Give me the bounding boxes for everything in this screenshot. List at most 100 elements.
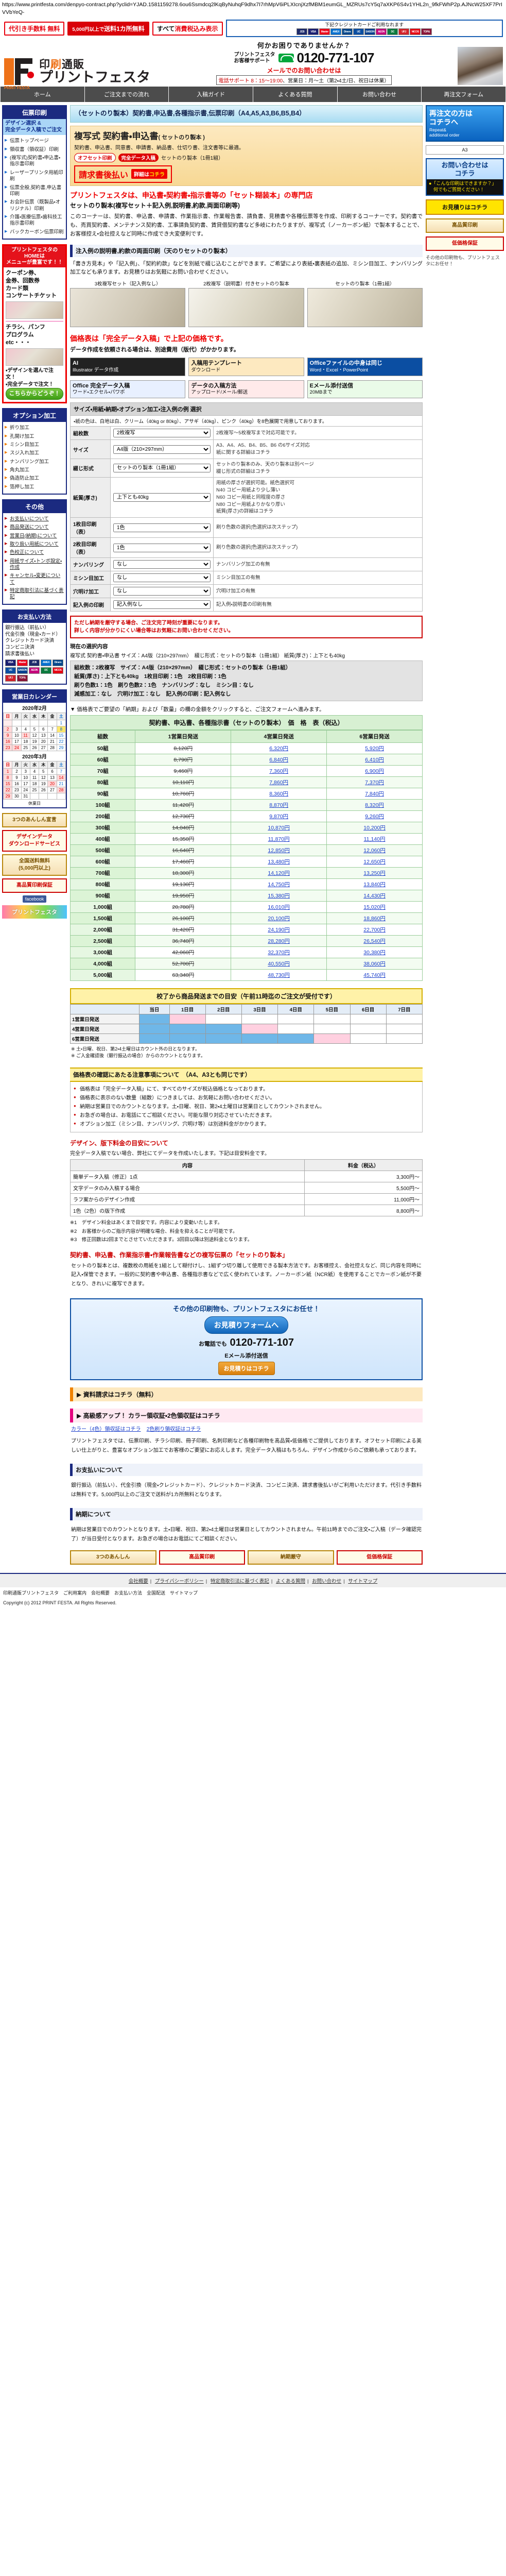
price-d6-17[interactable]: 26,540円 [326,935,423,947]
price-d4-9[interactable]: 12,850円 [231,844,327,857]
cta-quote-btn[interactable]: お見積りはコチラ [218,1362,275,1376]
footer-link-1[interactable]: プライバシーポリシー [154,1579,204,1585]
nav-item-contact[interactable]: お問い合わせ [338,87,422,103]
price-d6-14[interactable]: 15,020円 [326,901,423,913]
banner-office-files[interactable]: Officeファイルの中身は同じ Word・Excel・PowerPoint [307,358,423,376]
banner-email-attach[interactable]: Eメール添付送信 20MBまで [307,380,423,399]
nav-item-submission-guide[interactable]: 入稿ガイド [169,87,254,103]
price-d6-3[interactable]: 7,370円 [326,776,423,789]
sidebar-option-perforation[interactable]: ミシン目加工 [5,441,64,449]
sidebar-other-proofing[interactable]: 色校正について [5,549,64,557]
price-d4-19[interactable]: 40,550円 [231,958,327,970]
price-d4-1[interactable]: 6,840円 [231,754,327,766]
sidebar-other-businessdays[interactable]: 営業日(納期)について [5,532,64,540]
spec-row-control-5[interactable]: 1色2色4色（カラー） [110,537,214,558]
sidebar-other-payment[interactable]: お支払いについて [5,515,64,523]
price-d6-8[interactable]: 11,140円 [326,833,423,845]
footer-link-2[interactable]: 特定商取引法に基づく表記 [210,1579,269,1585]
price-d4-20[interactable]: 48,730円 [231,969,327,981]
price-d4-6[interactable]: 9,870円 [231,810,327,823]
spec-select-7[interactable]: なし1本2本 [113,573,211,583]
spec-select-3[interactable]: 上下とも40kg上下とも60kg上下とも80kg [113,493,211,502]
price-d4-18[interactable]: 32,370円 [231,946,327,959]
banner-submission-method[interactable]: データの入稿方法 アップロード/メール/郵送 [188,380,304,399]
price-d4-12[interactable]: 14,750円 [231,878,327,891]
price-d6-19[interactable]: 38,060円 [326,958,423,970]
sidebar-home-promo[interactable]: プリントフェスタの HOMEは メニューが豊富です！！ クーポン券、 金券、回数… [2,244,67,404]
site-logo[interactable]: PRINT FESTA 印刷通販 プリントフェスタ [4,58,150,90]
price-d4-17[interactable]: 28,280円 [231,935,327,947]
spec-row-control-0[interactable]: 2枚複写3枚複写4枚複写5枚複写 [110,426,214,440]
banner-office-data[interactable]: Office 完全データ入稿 ワード・エクセル・パワポ [70,380,186,399]
trust-banner-2[interactable]: 全国送料無料 (5,000円以上) [2,854,67,876]
sidebar-option-anticounterfeit[interactable]: 偽造防止加工 [5,474,64,483]
footer-link-4[interactable]: お問い合わせ [312,1579,342,1585]
support-mail-text[interactable]: メールでのお問い合わせは [267,67,341,75]
spec-row-control-1[interactable]: A3版（297×420mm）A4版（210×297mm）A5版（148×210m… [110,439,214,459]
sidebar-item-receipt[interactable]: 領収書（領収証）印刷 [5,146,64,154]
spec-row-control-9[interactable]: 記入例なし記入例あり [110,598,214,612]
payment-method-invoice[interactable]: 請求書後払い [5,651,35,657]
banner-template[interactable]: 入稿用テンプレート ダウンロード [188,358,304,376]
price-d6-11[interactable]: 13,250円 [326,867,423,879]
sidebar-item-medical[interactable]: 介護・医療伝票・歯科技工指示書印刷 [5,213,64,228]
price-d6-20[interactable]: 45,740円 [326,969,423,981]
price-d6-7[interactable]: 10,200円 [326,822,423,834]
link-two-color-receipt[interactable]: 2色刷り領収証はコチラ [146,1427,201,1433]
price-d6-9[interactable]: 12,060円 [326,844,423,857]
footer-link-3[interactable]: よくある質問 [275,1579,305,1585]
sidebar-option-roundcorner[interactable]: 角丸加工 [5,466,64,474]
price-d4-7[interactable]: 10,870円 [231,822,327,834]
price-d6-0[interactable]: 5,920円 [326,742,423,755]
price-d6-5[interactable]: 8,320円 [326,799,423,811]
cta-quote-button[interactable]: お見積りフォームへ [204,1316,289,1334]
price-d6-15[interactable]: 18,860円 [326,912,423,925]
sidebar-option-numbering[interactable]: ナンバリング加工 [5,458,64,466]
sidebar-option-crease[interactable]: スジ入れ加工 [5,449,64,457]
sidebar-item-contract[interactable]: (複写式)契約書・申込書・指示書印刷 [5,154,64,169]
footer-link-5[interactable]: サイトマップ [348,1579,378,1585]
payment-method-bank[interactable]: 銀行振込（前払い） [5,624,49,631]
spec-row-control-8[interactable]: なし2穴4穴 [110,584,214,599]
price-d4-11[interactable]: 14,120円 [231,867,327,879]
estimate-banner[interactable]: お見積りはコチラ [426,199,504,215]
sidebar-other-law[interactable]: 特定商取引法に基づく表記 [5,587,64,602]
invoice-later-button[interactable]: 詳細はコチラ [131,169,168,179]
spec-select-2[interactable]: セットのり製本（1冊1組）天のり製本 [113,464,211,473]
cta-mail-label[interactable]: Eメール添付送信 [224,1353,268,1360]
price-d6-2[interactable]: 6,900円 [326,765,423,777]
price-d6-12[interactable]: 13,840円 [326,878,423,891]
nav-item-reorder-form[interactable]: 再注文フォーム [422,87,506,103]
price-d4-14[interactable]: 16,010円 [231,901,327,913]
price-d6-13[interactable]: 14,430円 [326,890,423,902]
spec-select-8[interactable]: なし2穴4穴 [113,587,211,596]
nav-item-order-flow[interactable]: ご注文までの流れ [85,87,169,103]
home-promo-button[interactable]: こちらからどうぞ！ [6,388,63,400]
price-d4-3[interactable]: 7,860円 [231,776,327,789]
payment-method-card[interactable]: クレジットカード決済 [5,638,55,644]
spec-select-9[interactable]: 記入例なし記入例あり [113,600,211,609]
link-color-receipt[interactable]: カラー（4色）領収証はコチラ [71,1427,141,1433]
payment-method-konbini[interactable]: コンビニ決済 [5,645,35,651]
contact-box[interactable]: お問い合わせは コチラ ●「こんな印刷はできますか？」 何でもご質問ください！ [426,158,504,196]
festa-rainbow-banner[interactable]: プリントフェスタ [2,905,67,919]
price-d4-8[interactable]: 11,870円 [231,833,327,845]
facebook-badge[interactable]: facebook [2,895,67,903]
spec-row-control-2[interactable]: セットのり製本（1冊1組）天のり製本 [110,458,214,478]
spec-select-0[interactable]: 2枚複写3枚複写4枚複写5枚複写 [113,429,211,438]
price-d6-18[interactable]: 30,380円 [326,946,423,959]
price-d4-16[interactable]: 24,190円 [231,924,327,936]
request-docs-title[interactable]: ▶ 資料請求はコチラ（無料） [70,1387,423,1402]
spec-select-5[interactable]: 1色2色4色（カラー） [113,543,211,552]
sidebar-option-fold[interactable]: 折り加工 [5,424,64,432]
sidebar-other-shipping[interactable]: 商品発送について [5,523,64,532]
price-d6-1[interactable]: 6,410円 [326,754,423,766]
price-d4-13[interactable]: 15,380円 [231,890,327,902]
spec-row-control-3[interactable]: 上下とも40kg上下とも60kg上下とも80kg [110,477,214,518]
sidebar-item-accounting[interactable]: お会計伝票（既製品・オリジナル）印刷 [5,198,64,213]
spec-row-control-4[interactable]: 1色2色4色（カラー） [110,517,214,538]
color-receipt-title[interactable]: ▶ 高級感アップ！ カラー領収証・2色領収証はコチラ [70,1409,423,1423]
price-d4-10[interactable]: 13,480円 [231,856,327,868]
price-d6-4[interactable]: 7,840円 [326,788,423,800]
price-d4-4[interactable]: 8,360円 [231,788,327,800]
